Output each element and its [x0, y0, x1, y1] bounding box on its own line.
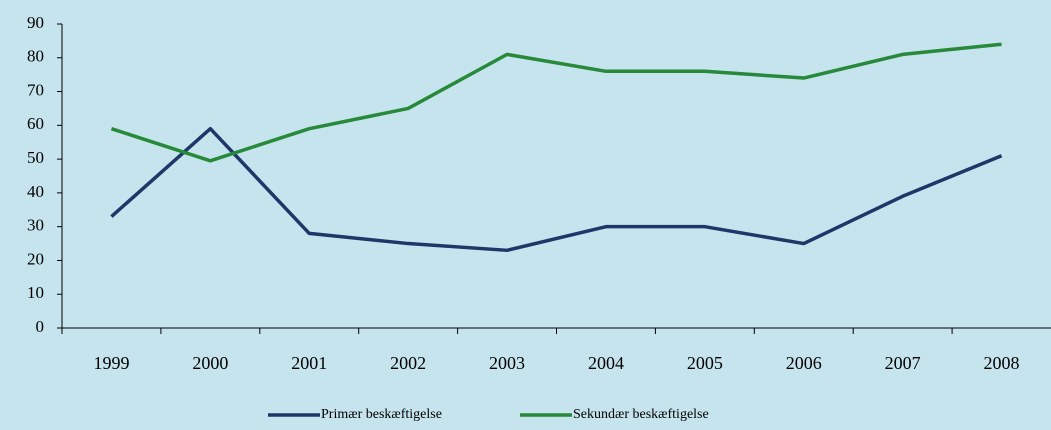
y-tick-label: 40	[27, 182, 44, 201]
x-tick-label: 2004	[588, 353, 624, 373]
y-tick-label: 80	[27, 47, 44, 66]
y-tick-label: 10	[27, 283, 44, 302]
y-tick-label: 50	[27, 148, 44, 167]
x-tick-label: 2006	[786, 353, 822, 373]
series-line	[110, 42, 1002, 163]
x-tick-label: 2008	[984, 353, 1020, 373]
y-tick-label: 90	[27, 13, 44, 32]
legend-label: Primær beskæftigelse	[321, 407, 442, 422]
x-tick-label: 1999	[93, 353, 129, 373]
y-tick-label: 20	[27, 249, 44, 268]
y-tick-label: 60	[27, 114, 44, 133]
y-tick-label: 30	[27, 216, 44, 235]
x-tick-label: 2002	[390, 353, 426, 373]
series-line	[110, 126, 1003, 253]
y-tick-label: 0	[36, 317, 45, 336]
x-tick-label: 2001	[291, 353, 327, 373]
legend-label: Sekundær beskæftigelse	[573, 407, 709, 422]
x-tick-label: 2000	[192, 353, 228, 373]
y-tick-label: 70	[27, 80, 44, 99]
x-tick-label: 2007	[885, 353, 921, 373]
x-tick-label: 2003	[489, 353, 525, 373]
x-tick-label: 2005	[687, 353, 723, 373]
